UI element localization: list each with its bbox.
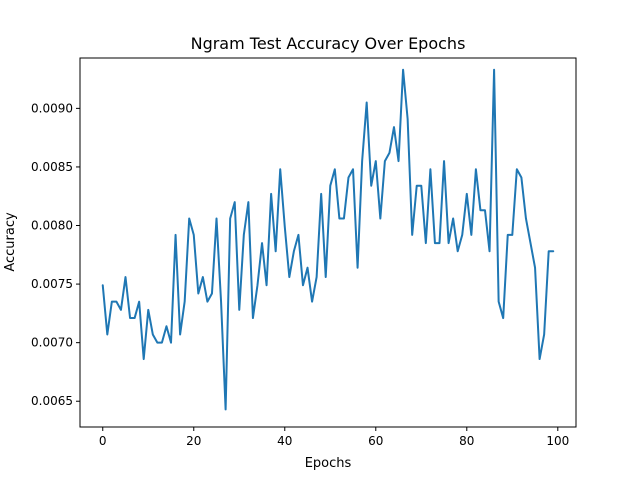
x-axis-ticks: 0 20 40 60 80 100 bbox=[99, 427, 569, 448]
x-axis-label: Epochs bbox=[305, 456, 352, 471]
y-tick-label: 0.0065 bbox=[31, 394, 73, 408]
x-tick-label: 40 bbox=[277, 434, 292, 448]
y-tick-label: 0.0090 bbox=[31, 101, 73, 115]
y-tick-label: 0.0075 bbox=[31, 277, 73, 291]
x-tick-label: 80 bbox=[459, 434, 474, 448]
y-tick-label: 0.0085 bbox=[31, 160, 73, 174]
accuracy-series-line bbox=[101, 68, 555, 411]
plot-frame bbox=[79, 57, 577, 428]
y-tick-label: 0.0070 bbox=[31, 336, 73, 350]
y-axis-ticks: 0.0065 0.0070 0.0075 0.0080 0.0085 0.0090 bbox=[31, 101, 80, 408]
x-tick-label: 100 bbox=[546, 434, 569, 448]
chart-title: Ngram Test Accuracy Over Epochs bbox=[191, 34, 466, 53]
x-tick-label: 0 bbox=[99, 434, 107, 448]
x-tick-label: 20 bbox=[186, 434, 201, 448]
y-tick-label: 0.0080 bbox=[31, 219, 73, 233]
x-tick-label: 60 bbox=[368, 434, 383, 448]
y-axis-label: Accuracy bbox=[3, 212, 18, 272]
